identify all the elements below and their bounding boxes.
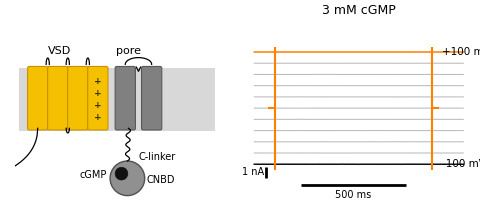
FancyBboxPatch shape: [27, 66, 48, 130]
Text: VSD: VSD: [48, 46, 72, 56]
FancyBboxPatch shape: [142, 66, 162, 130]
Text: C-linker: C-linker: [139, 152, 176, 162]
Text: 500 ms: 500 ms: [336, 189, 372, 200]
Text: 3 mM cGMP: 3 mM cGMP: [322, 4, 396, 16]
Text: 1 nA: 1 nA: [242, 168, 264, 177]
Circle shape: [110, 161, 144, 196]
FancyBboxPatch shape: [68, 66, 88, 130]
Text: +: +: [94, 101, 102, 110]
FancyBboxPatch shape: [88, 66, 108, 130]
Text: +: +: [94, 113, 102, 122]
FancyBboxPatch shape: [115, 66, 135, 130]
Text: +: +: [94, 77, 102, 86]
Text: -100 mV: -100 mV: [443, 159, 480, 169]
Text: pore: pore: [116, 46, 141, 56]
Text: CNBD: CNBD: [147, 175, 175, 185]
Bar: [19, 68, 215, 131]
Text: +100 mV: +100 mV: [443, 47, 480, 57]
Text: +: +: [94, 89, 102, 98]
Circle shape: [115, 167, 128, 180]
FancyBboxPatch shape: [48, 66, 68, 130]
Text: cGMP: cGMP: [80, 170, 107, 180]
